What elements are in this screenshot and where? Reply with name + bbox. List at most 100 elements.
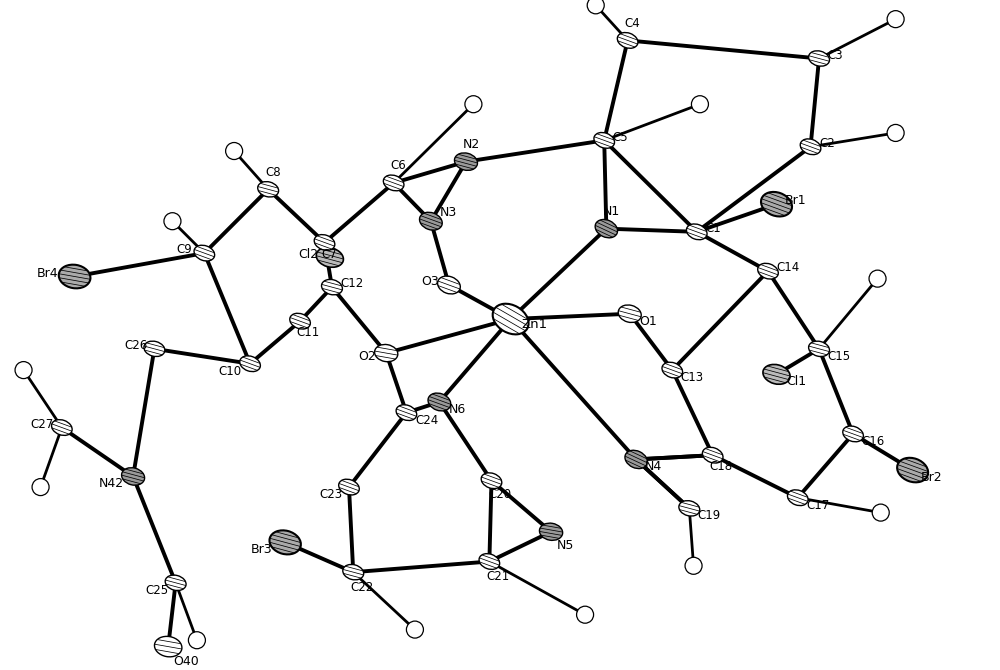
Circle shape (872, 504, 889, 521)
Ellipse shape (240, 356, 260, 372)
Text: N2: N2 (463, 138, 480, 151)
Text: C15: C15 (828, 350, 851, 362)
Text: C3: C3 (828, 49, 843, 62)
Ellipse shape (290, 314, 310, 329)
Text: C16: C16 (862, 435, 885, 448)
Text: O40: O40 (174, 655, 199, 668)
Text: N42: N42 (99, 478, 124, 490)
Circle shape (685, 557, 702, 574)
Ellipse shape (322, 279, 342, 295)
Ellipse shape (787, 490, 808, 506)
Ellipse shape (758, 263, 778, 279)
Ellipse shape (618, 305, 641, 322)
Ellipse shape (594, 133, 615, 148)
Text: Br3: Br3 (251, 543, 273, 556)
Text: O3: O3 (421, 275, 439, 288)
Text: Br4: Br4 (36, 267, 58, 280)
Ellipse shape (375, 344, 398, 362)
Ellipse shape (539, 523, 563, 541)
Text: C22: C22 (350, 580, 373, 594)
Text: O2: O2 (359, 350, 376, 362)
Ellipse shape (493, 304, 529, 334)
Ellipse shape (625, 450, 647, 468)
Text: C14: C14 (777, 261, 800, 275)
Circle shape (465, 96, 482, 113)
Ellipse shape (165, 575, 186, 590)
Ellipse shape (343, 564, 364, 580)
Text: N5: N5 (556, 539, 574, 552)
Text: C6: C6 (390, 159, 406, 172)
Text: C12: C12 (340, 277, 364, 291)
Text: O1: O1 (639, 315, 657, 328)
Text: C7: C7 (321, 248, 337, 261)
Text: N3: N3 (439, 206, 457, 219)
Circle shape (406, 621, 423, 638)
Text: C18: C18 (710, 460, 733, 474)
Text: C17: C17 (806, 498, 830, 512)
Ellipse shape (154, 636, 182, 657)
Circle shape (164, 212, 181, 230)
Text: N4: N4 (645, 460, 662, 474)
Text: Zn1: Zn1 (521, 318, 547, 331)
Ellipse shape (194, 245, 215, 261)
Text: C23: C23 (319, 488, 342, 501)
Text: C20: C20 (488, 488, 511, 501)
Ellipse shape (897, 458, 928, 482)
Circle shape (188, 632, 205, 649)
Text: N6: N6 (449, 403, 466, 416)
Circle shape (587, 0, 604, 14)
Ellipse shape (339, 479, 359, 495)
Text: C27: C27 (30, 418, 53, 431)
Circle shape (15, 362, 32, 379)
Ellipse shape (314, 234, 335, 251)
Ellipse shape (809, 51, 829, 66)
Text: C25: C25 (146, 584, 169, 597)
Text: Cl2: Cl2 (298, 248, 318, 261)
Ellipse shape (763, 364, 790, 385)
Ellipse shape (428, 393, 451, 411)
Ellipse shape (843, 426, 863, 442)
Ellipse shape (617, 33, 638, 48)
Ellipse shape (316, 247, 343, 267)
Ellipse shape (595, 220, 618, 238)
Ellipse shape (800, 139, 821, 155)
Text: C11: C11 (297, 326, 320, 340)
Ellipse shape (396, 405, 417, 421)
Text: Br1: Br1 (785, 194, 807, 208)
Ellipse shape (144, 341, 165, 356)
Circle shape (691, 96, 708, 113)
Ellipse shape (479, 553, 500, 570)
Ellipse shape (702, 448, 723, 463)
Ellipse shape (761, 192, 792, 216)
Text: C1: C1 (705, 222, 721, 235)
Text: C13: C13 (681, 371, 704, 384)
Ellipse shape (258, 182, 279, 197)
Ellipse shape (679, 500, 700, 516)
Text: C26: C26 (125, 339, 148, 352)
Circle shape (577, 606, 594, 623)
Ellipse shape (454, 153, 477, 170)
Circle shape (226, 143, 243, 159)
Circle shape (869, 270, 886, 287)
Ellipse shape (269, 531, 301, 554)
Text: C19: C19 (698, 509, 721, 523)
Ellipse shape (420, 212, 442, 230)
Ellipse shape (662, 362, 683, 378)
Text: Cl1: Cl1 (786, 375, 806, 389)
Ellipse shape (383, 175, 404, 191)
Ellipse shape (481, 473, 502, 488)
Text: N1: N1 (603, 205, 620, 218)
Text: C8: C8 (265, 165, 281, 179)
Text: C2: C2 (819, 137, 835, 150)
Circle shape (887, 11, 904, 27)
Ellipse shape (438, 276, 460, 294)
Text: C4: C4 (624, 17, 640, 30)
Ellipse shape (809, 341, 829, 356)
Text: C9: C9 (177, 243, 192, 257)
Ellipse shape (686, 224, 707, 240)
Ellipse shape (52, 419, 72, 436)
Ellipse shape (122, 468, 145, 485)
Text: C24: C24 (415, 413, 438, 427)
Text: C10: C10 (218, 364, 241, 378)
Circle shape (32, 478, 49, 496)
